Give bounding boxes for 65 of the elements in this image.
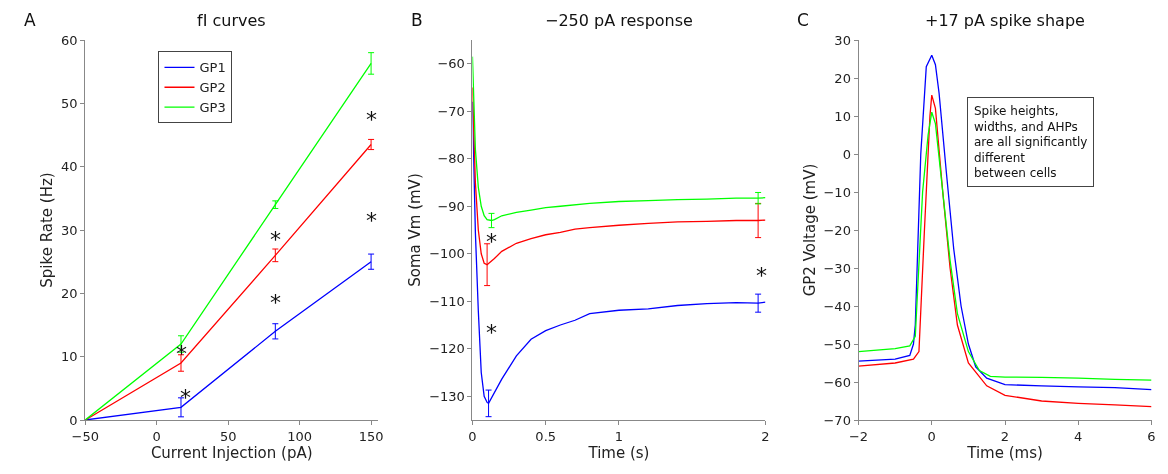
y-tick-label: 30 [61, 222, 78, 238]
x-axis-title: Time (ms) [966, 443, 1043, 462]
legend-label: GP2 [199, 80, 226, 96]
y-tick-label: −70 [823, 412, 851, 428]
y-tick-label: 0 [69, 412, 78, 428]
y-tick-label: −130 [429, 388, 465, 404]
annotation: * [366, 107, 377, 132]
y-tick-label: −60 [823, 374, 851, 390]
text: C [797, 10, 809, 30]
legend-label: GP1 [199, 60, 226, 76]
y-tick-label: −30 [823, 260, 851, 276]
x-tick-label: 0 [152, 428, 161, 444]
y-tick-label: 20 [834, 70, 851, 86]
x-tick-label: 150 [358, 428, 384, 444]
x-tick-label: 2 [761, 428, 770, 444]
x-tick-label: 50 [219, 428, 237, 444]
chart-title: −250 pA response [545, 11, 693, 30]
x-tick-label: 6 [1147, 428, 1156, 444]
y-tick-label: −50 [823, 336, 851, 352]
y-tick-label: 10 [61, 349, 78, 365]
y-tick-label: 10 [834, 108, 851, 124]
y-tick-label: −40 [823, 298, 851, 314]
annotation: * [486, 320, 497, 345]
y-tick-label: −110 [429, 293, 465, 309]
x-tick-label: 2 [1000, 428, 1010, 444]
annotation: * [756, 263, 767, 288]
annotation: * [486, 229, 497, 254]
y-tick-label: 60 [61, 32, 78, 48]
y-tick-label: 40 [61, 159, 78, 175]
annotation: * [366, 208, 377, 233]
y-tick-label: −120 [429, 341, 465, 357]
y-axis-title: Soma Vm (mV) [406, 173, 425, 287]
x-tick-label: −2 [848, 428, 869, 444]
chart-title: +17 pA spike shape [925, 11, 1085, 30]
annotation: Spike heights, widths, and AHPs are all significantly different between cells [974, 104, 1088, 181]
y-tick-label: −20 [823, 222, 851, 238]
annotation: * [270, 290, 281, 315]
x-tick-label: 4 [1074, 428, 1083, 444]
x-tick-label: −50 [71, 428, 99, 444]
y-tick-label: 20 [61, 285, 78, 301]
y-tick-label: −100 [429, 246, 465, 262]
y-tick-label: −10 [823, 184, 851, 200]
y-axis-title: Spike Rate (Hz) [38, 172, 57, 288]
y-tick-label: 30 [834, 32, 851, 48]
y-tick-label: −60 [437, 56, 465, 72]
text: B [411, 10, 423, 30]
x-tick-label: 100 [287, 428, 313, 444]
y-tick-label: 50 [61, 95, 78, 111]
chart-title: fI curves [197, 11, 266, 30]
annotation: * [180, 385, 191, 410]
x-axis-title: Current Injection (pA) [150, 443, 313, 462]
annotation: * [270, 227, 281, 252]
line-series [858, 54, 1152, 391]
y-axis-title: GP2 Voltage (mV) [800, 163, 819, 297]
y-tick-label: −90 [437, 198, 465, 214]
y-tick-label: −70 [437, 103, 465, 119]
x-tick-label: 0 [927, 428, 936, 444]
y-tick-label: 0 [842, 146, 851, 162]
legend-label: GP3 [199, 100, 226, 116]
text: A [24, 10, 36, 30]
x-tick-label: 0 [468, 428, 477, 444]
y-tick-label: −80 [437, 151, 465, 167]
x-axis-title: Time (s) [587, 443, 650, 462]
x-tick-label: 1 [614, 428, 624, 444]
x-tick-label: 0.5 [535, 428, 557, 444]
